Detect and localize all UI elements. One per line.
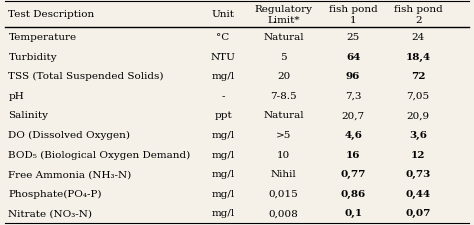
Text: 20: 20 <box>277 72 290 81</box>
Text: Turbidity: Turbidity <box>9 52 57 61</box>
Text: 72: 72 <box>411 72 425 81</box>
Text: 12: 12 <box>411 150 425 159</box>
Text: mg/l: mg/l <box>211 150 235 159</box>
Text: 16: 16 <box>346 150 360 159</box>
Text: 20,9: 20,9 <box>407 111 430 120</box>
Text: NTU: NTU <box>210 52 236 61</box>
Text: 0,07: 0,07 <box>405 209 431 218</box>
Text: 7,3: 7,3 <box>345 91 361 100</box>
Text: 0,73: 0,73 <box>406 169 431 178</box>
Text: >5: >5 <box>276 130 291 140</box>
Text: ppt: ppt <box>214 111 232 120</box>
Text: 10: 10 <box>277 150 290 159</box>
Text: mg/l: mg/l <box>211 189 235 198</box>
Text: Regulatory
Limit*: Regulatory Limit* <box>255 5 312 25</box>
Text: Unit: Unit <box>211 10 235 19</box>
Text: 0,44: 0,44 <box>406 189 431 198</box>
Text: BOD₅ (Biological Oxygen Demand): BOD₅ (Biological Oxygen Demand) <box>9 150 191 159</box>
Text: fish pond
1: fish pond 1 <box>329 5 377 25</box>
Text: 3,6: 3,6 <box>409 130 427 140</box>
Text: °C: °C <box>217 33 230 42</box>
Text: 5: 5 <box>280 52 287 61</box>
Text: 0,008: 0,008 <box>269 209 298 218</box>
Text: 0,77: 0,77 <box>340 169 366 178</box>
Text: Nitrate (NO₃-N): Nitrate (NO₃-N) <box>9 209 92 218</box>
Text: mg/l: mg/l <box>211 72 235 81</box>
Text: 0,015: 0,015 <box>269 189 298 198</box>
Text: 4,6: 4,6 <box>344 130 362 140</box>
Text: 7,05: 7,05 <box>407 91 430 100</box>
Text: Salinity: Salinity <box>9 111 48 120</box>
Text: 0,1: 0,1 <box>344 209 362 218</box>
Text: DO (Dissolved Oxygen): DO (Dissolved Oxygen) <box>9 130 130 140</box>
Text: Natural: Natural <box>263 111 304 120</box>
Text: 64: 64 <box>346 52 360 61</box>
Text: TSS (Total Suspended Solids): TSS (Total Suspended Solids) <box>9 72 164 81</box>
Text: Test Description: Test Description <box>9 10 95 19</box>
Text: Nihil: Nihil <box>271 169 296 178</box>
Text: mg/l: mg/l <box>211 130 235 140</box>
Text: Phosphate(PO₄-P): Phosphate(PO₄-P) <box>9 189 102 198</box>
Text: 25: 25 <box>346 33 360 42</box>
Text: Temperature: Temperature <box>9 33 77 42</box>
Text: mg/l: mg/l <box>211 169 235 178</box>
Text: 20,7: 20,7 <box>342 111 365 120</box>
Text: 24: 24 <box>411 33 425 42</box>
Text: Natural: Natural <box>263 33 304 42</box>
Text: 18,4: 18,4 <box>406 52 431 61</box>
Text: 7-8.5: 7-8.5 <box>270 91 297 100</box>
Text: mg/l: mg/l <box>211 209 235 218</box>
Text: 96: 96 <box>346 72 360 81</box>
Text: pH: pH <box>9 91 24 100</box>
Text: 0,86: 0,86 <box>340 189 366 198</box>
Text: -: - <box>221 91 225 100</box>
Text: Free Ammonia (NH₃-N): Free Ammonia (NH₃-N) <box>9 169 132 178</box>
Text: fish pond
2: fish pond 2 <box>394 5 443 25</box>
